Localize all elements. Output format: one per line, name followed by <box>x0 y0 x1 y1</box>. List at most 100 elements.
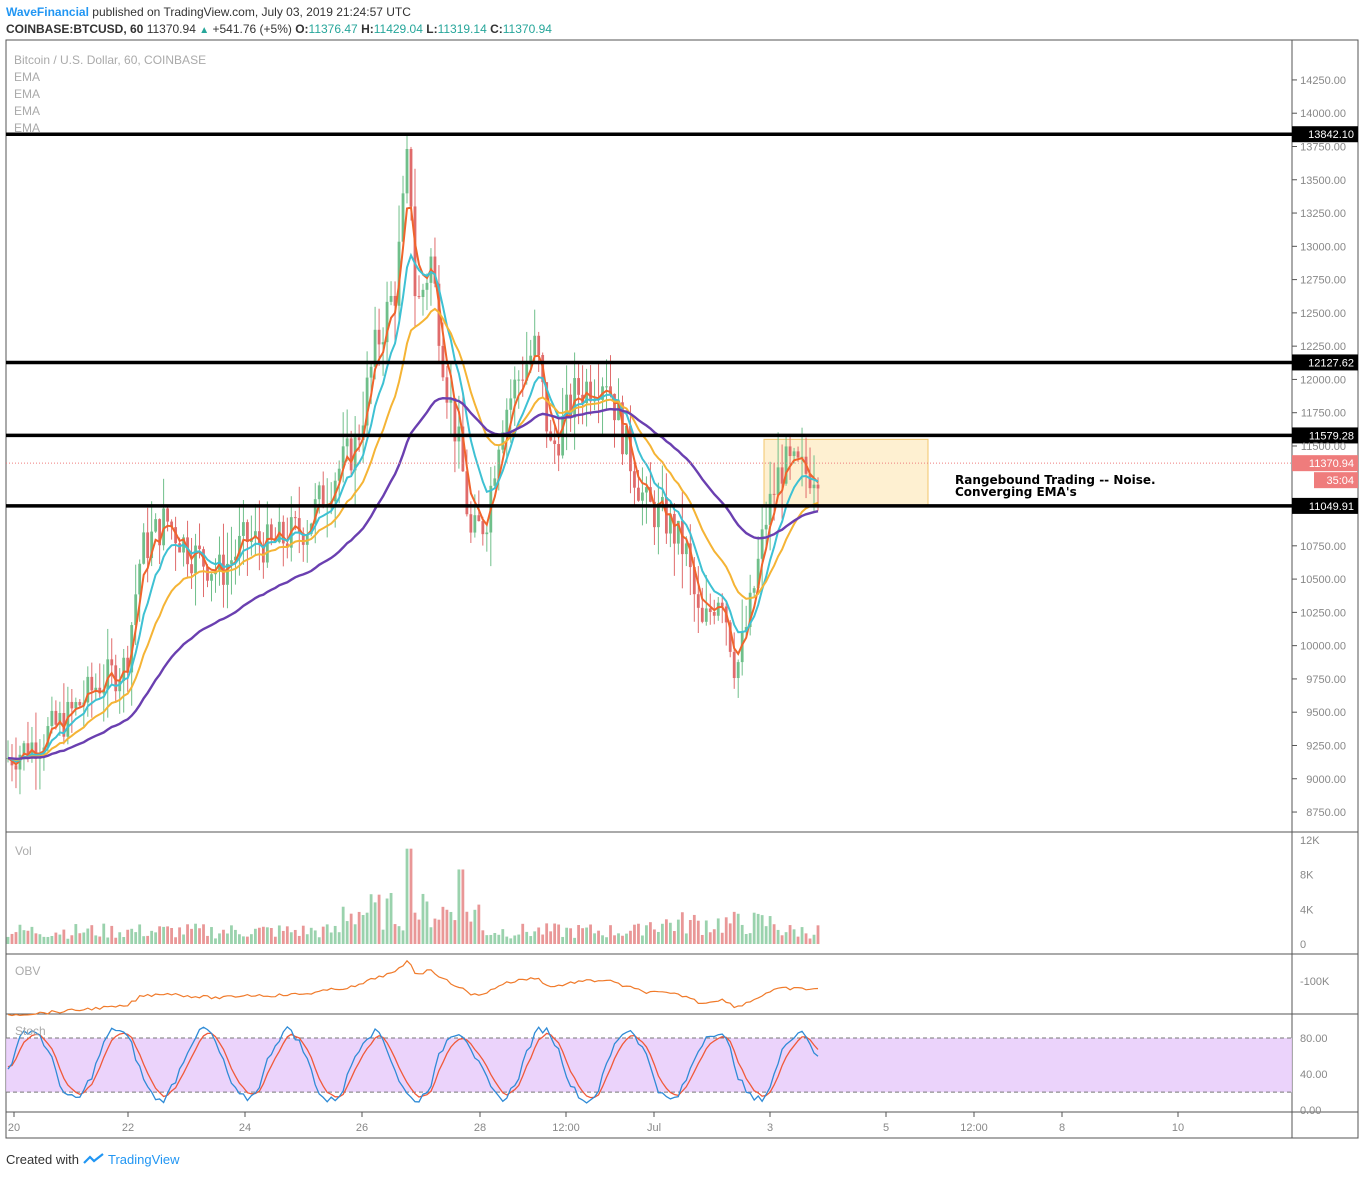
up-arrow-icon: ▲ <box>199 25 210 36</box>
candle-body <box>134 594 138 626</box>
candle-body <box>54 710 58 725</box>
volume-bar <box>533 931 537 944</box>
candle-body <box>78 702 82 706</box>
tradingview-link[interactable]: TradingView <box>108 1152 180 1167</box>
volume-bar <box>381 929 385 944</box>
ema-50-line <box>7 396 819 761</box>
candle-body <box>106 659 110 690</box>
volume-bar <box>325 924 329 944</box>
volume-bar <box>269 928 273 944</box>
volume-bar <box>549 931 553 944</box>
volume-bar <box>700 934 704 944</box>
volume-bar <box>712 929 716 944</box>
volume-bar <box>493 932 497 944</box>
last-price-label: 11370.94 <box>1309 458 1354 470</box>
volume-bar <box>186 924 189 944</box>
volume-bar <box>78 933 82 944</box>
volume-bar <box>38 934 42 944</box>
volume-bar <box>142 936 146 944</box>
time-axis-label: 10 <box>1172 1122 1184 1134</box>
time-axis-label: 20 <box>8 1122 20 1134</box>
volume-bar <box>10 933 14 944</box>
price-axis-label: 8750.00 <box>1306 807 1346 819</box>
author-name[interactable]: WaveFinancial <box>6 5 89 19</box>
price-axis-label: 13500.00 <box>1300 175 1346 187</box>
candle-body <box>281 521 285 544</box>
volume-bar <box>728 923 732 944</box>
candle-body <box>708 608 712 612</box>
volume-bar <box>577 925 580 944</box>
volume-bar <box>114 937 118 944</box>
volume-bar <box>393 924 397 944</box>
candle-body <box>573 378 576 418</box>
volume-bar <box>708 932 712 944</box>
candle-body <box>50 710 54 727</box>
candle-body <box>377 329 381 345</box>
candle-body <box>605 386 608 388</box>
candle-body <box>657 503 660 528</box>
candle-body <box>345 438 349 447</box>
candle-body <box>90 676 94 691</box>
volume-bar <box>26 930 30 944</box>
candle-body <box>485 532 489 535</box>
price-axis-label: 12250.00 <box>1300 341 1346 353</box>
candle-body <box>808 473 812 489</box>
candle-body <box>14 765 18 770</box>
volume-bar <box>234 929 237 944</box>
low-label: L: <box>426 22 438 36</box>
time-axis-label: Jul <box>647 1122 661 1134</box>
volume-bar <box>150 930 154 944</box>
volume-bar <box>182 934 185 944</box>
candle-body <box>668 513 672 534</box>
volume-bar <box>46 936 50 944</box>
high-label: H: <box>361 22 374 36</box>
volume-bar <box>66 938 70 944</box>
volume-bar <box>812 934 816 944</box>
candle-body <box>688 543 692 568</box>
volume-bar <box>804 933 808 944</box>
volume-bar <box>788 925 792 944</box>
volume-bar <box>341 906 345 944</box>
volume-bar <box>265 927 269 944</box>
annotation-line-2: Converging EMA's <box>955 485 1077 499</box>
volume-bar <box>277 925 281 944</box>
volume-bar <box>545 923 549 944</box>
candle-body <box>816 484 820 489</box>
obv-pane-label: OBV <box>15 964 40 978</box>
candle-body <box>58 713 62 725</box>
price-axis-label: 10250.00 <box>1300 607 1346 619</box>
volume-bar <box>333 925 337 944</box>
volume-bar <box>629 930 632 944</box>
candle-body <box>158 519 162 546</box>
volume-bar <box>146 935 150 944</box>
candle-body <box>349 438 353 471</box>
candle-body <box>672 513 676 544</box>
candle-body <box>680 520 684 555</box>
candle-body <box>716 602 720 616</box>
volume-bar <box>42 936 46 944</box>
volume-bar <box>732 911 736 944</box>
volume-bar <box>461 869 465 944</box>
volume-bar <box>808 938 812 944</box>
volume-bar <box>641 935 644 944</box>
volume-bar <box>401 930 405 944</box>
price-axis-label: 10500.00 <box>1300 574 1346 586</box>
ema-legend-2: EMA <box>14 87 40 101</box>
price-axis-label: 9250.00 <box>1306 740 1346 752</box>
candle-body <box>389 295 393 302</box>
volume-bar <box>633 924 636 944</box>
candle-body <box>234 556 237 561</box>
ema-legend-1: EMA <box>14 70 40 84</box>
volume-bar <box>569 928 573 944</box>
volume-bar <box>261 926 265 944</box>
chart-canvas[interactable]: Bitcoin / U.S. Dollar, 60, COINBASE EMA … <box>0 0 1365 1145</box>
candle-body <box>465 471 469 515</box>
candle-body <box>676 520 680 544</box>
candle-body <box>537 335 541 355</box>
candle-body <box>633 471 636 488</box>
ema-lines <box>7 206 819 766</box>
candle-body <box>728 622 732 652</box>
volume-bar <box>102 923 106 944</box>
candle-body <box>692 567 696 595</box>
candle-body <box>150 531 154 559</box>
